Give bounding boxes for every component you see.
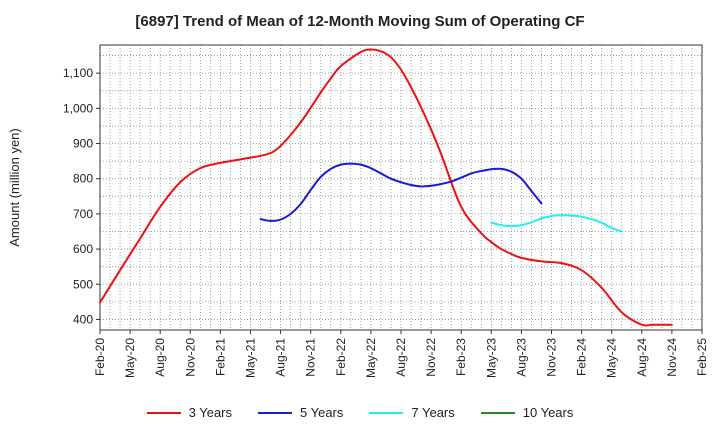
- x-tick-label: May-21: [244, 338, 258, 378]
- x-tick-label: Feb-21: [213, 338, 227, 376]
- legend-item-10-years: 10 Years: [480, 405, 574, 420]
- legend-label-5-years: 5 Years: [300, 405, 344, 420]
- legend-label-7-years: 7 Years: [411, 405, 455, 420]
- legend-label-10-years: 10 Years: [522, 405, 574, 420]
- x-tick-label: Feb-20: [93, 338, 107, 376]
- legend-swatch-5-years: [258, 411, 292, 414]
- x-tick-label: May-24: [605, 338, 619, 378]
- legend: 3 Years 5 Years 7 Years 10 Years: [0, 405, 720, 420]
- series-line-3-years: [99, 48, 673, 327]
- legend-item-5-years: 5 Years: [258, 405, 343, 420]
- y-tick-label: 1,000: [63, 101, 93, 115]
- series-line-5-years: [259, 162, 543, 222]
- x-tick-label: Nov-24: [665, 338, 679, 377]
- y-axis-label: Amount (million yen): [7, 128, 22, 247]
- legend-item-3-years: 3 Years: [146, 405, 232, 420]
- x-tick-label: Aug-21: [274, 338, 288, 377]
- x-tick-label: Aug-24: [635, 338, 649, 377]
- x-tick-label: Nov-21: [304, 338, 318, 377]
- legend-item-7-years: 7 Years: [369, 405, 455, 420]
- chart-title: [6897] Trend of Mean of 12-Month Moving …: [135, 13, 585, 30]
- legend-swatch-3-years: [146, 411, 181, 414]
- legend-label-3-years: 3 Years: [188, 405, 232, 420]
- legend-swatch-7-years: [369, 411, 404, 414]
- y-tick-label: 900: [73, 137, 93, 151]
- y-tick-label: 500: [73, 277, 93, 291]
- y-tick-label: 400: [73, 312, 93, 326]
- x-tick-label: Aug-22: [394, 338, 408, 377]
- x-tick-label: May-22: [364, 338, 378, 378]
- x-tick-label: Feb-25: [695, 338, 709, 376]
- x-tick-label: Nov-22: [424, 338, 438, 377]
- y-tick-label: 1,100: [63, 66, 93, 80]
- x-tick-label: Nov-20: [183, 338, 197, 377]
- x-tick-label: Feb-23: [454, 338, 468, 376]
- x-tick-label: May-23: [484, 338, 498, 378]
- x-tick-label: May-20: [123, 338, 137, 378]
- y-tick-label: 600: [73, 242, 93, 256]
- x-tick-label: Feb-24: [575, 338, 589, 376]
- series-line-7-years: [490, 214, 623, 233]
- x-tick-label: Aug-23: [514, 338, 528, 377]
- legend-swatch-10-years: [480, 411, 515, 414]
- y-tick-label: 700: [73, 207, 93, 221]
- x-tick-label: Feb-22: [334, 338, 348, 376]
- y-tick-label: 800: [73, 172, 93, 186]
- x-tick-label: Aug-20: [153, 338, 167, 377]
- x-tick-label: Nov-23: [545, 338, 559, 377]
